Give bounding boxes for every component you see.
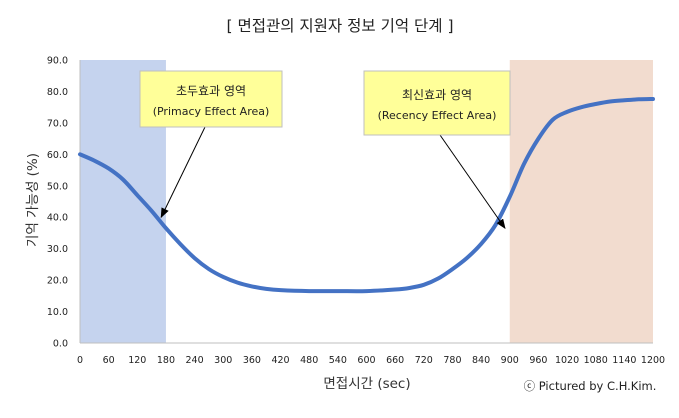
y-tick-label: 20.0 bbox=[47, 276, 68, 287]
x-tick-label: 600 bbox=[357, 355, 375, 366]
x-tick-label: 480 bbox=[300, 355, 318, 366]
series bbox=[78, 96, 655, 294]
annotation-callout-1: 최신효과 영역 (Recency Effect Area) bbox=[363, 70, 511, 230]
x-tick-label: 240 bbox=[186, 355, 204, 366]
axes bbox=[79, 60, 653, 344]
tick-labels: 0.0 10.0 20.0 30.0 40.0 50.0 60.0 70.0 80.0 90.0 0… bbox=[47, 56, 665, 367]
y-tick-label: 70.0 bbox=[47, 118, 68, 129]
annotation-subtitle: (Recency Effect Area) bbox=[378, 109, 497, 122]
x-tick-label: 180 bbox=[157, 355, 175, 366]
annotation-box bbox=[363, 70, 511, 136]
credit-text: ⓒ Pictured by C.H.Kim. bbox=[524, 379, 657, 393]
x-tick-label: 900 bbox=[501, 355, 519, 366]
y-tick-label: 40.0 bbox=[47, 213, 68, 224]
annotation-subtitle: (Primacy Effect Area) bbox=[153, 105, 270, 118]
y-tick-label: 30.0 bbox=[47, 244, 68, 255]
x-tick-label: 360 bbox=[243, 355, 261, 366]
annotation-title: 최신효과 영역 bbox=[402, 88, 472, 102]
y-tick-label: 10.0 bbox=[47, 307, 68, 318]
x-tick-label: 780 bbox=[443, 355, 461, 366]
x-tick-label: 1200 bbox=[641, 355, 665, 366]
annotation-arrow bbox=[439, 134, 506, 230]
x-tick-label: 1020 bbox=[555, 355, 579, 366]
x-tick-label: 1080 bbox=[584, 355, 608, 366]
x-tick-label: 840 bbox=[472, 355, 490, 366]
x-tick-label: 420 bbox=[271, 355, 289, 366]
x-tick-label: 120 bbox=[128, 355, 146, 366]
series-line-0 bbox=[78, 96, 655, 294]
x-tick-label: 300 bbox=[214, 355, 232, 366]
x-tick-label: 0 bbox=[77, 355, 83, 366]
y-tick-label: 90.0 bbox=[47, 56, 68, 67]
x-tick-label: 960 bbox=[529, 355, 547, 366]
annotation-arrow bbox=[160, 126, 206, 219]
y-tick-label: 50.0 bbox=[47, 181, 68, 192]
x-tick-label: 660 bbox=[386, 355, 404, 366]
y-tick-label: 80.0 bbox=[47, 87, 68, 98]
x-tick-label: 540 bbox=[329, 355, 347, 366]
y-axis-title: 기억 가능성 (%) bbox=[25, 153, 41, 247]
x-axis-title: 면접시간 (sec) bbox=[323, 376, 410, 392]
highlight-region-1 bbox=[509, 60, 653, 343]
annotation-title: 초두효과 영역 bbox=[176, 84, 246, 98]
annotations: 초두효과 영역 (Primacy Effect Area) 최신효과 영역 (Rece… bbox=[139, 70, 511, 230]
x-tick-label: 60 bbox=[103, 355, 115, 366]
chart-title: [ 면접관의 지원자 정보 기억 단계 ] bbox=[226, 17, 453, 35]
y-tick-label: 0.0 bbox=[53, 339, 68, 350]
y-tick-label: 60.0 bbox=[47, 150, 68, 161]
x-tick-label: 720 bbox=[415, 355, 433, 366]
annotation-callout-0: 초두효과 영역 (Primacy Effect Area) bbox=[139, 70, 283, 219]
annotation-box bbox=[139, 70, 283, 128]
x-tick-label: 1140 bbox=[612, 355, 636, 366]
